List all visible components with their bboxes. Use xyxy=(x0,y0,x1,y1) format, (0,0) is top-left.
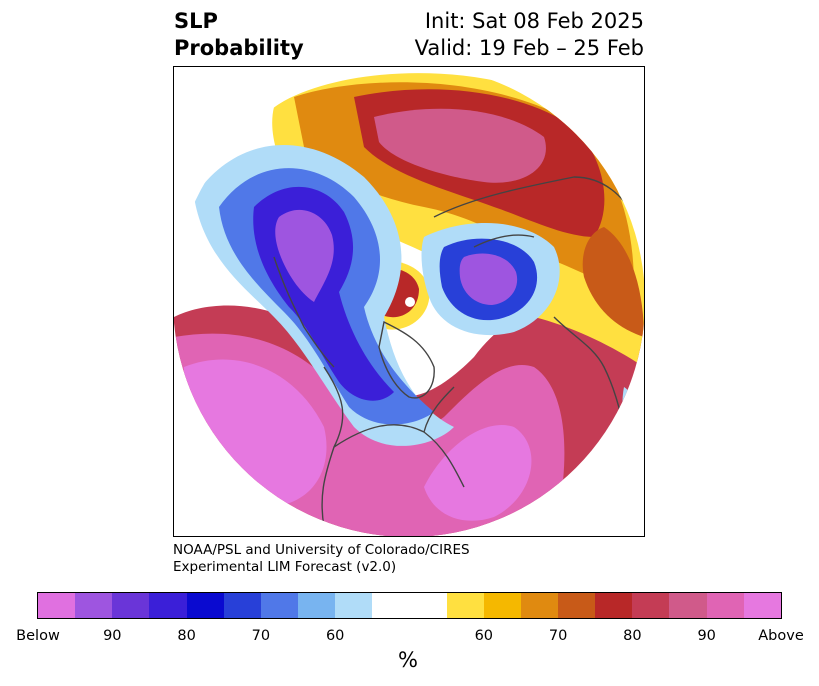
colorbar-segment xyxy=(149,593,187,618)
colorbar-tick-label: 60 xyxy=(325,628,345,644)
init-date: Init: Sat 08 Feb 2025 xyxy=(424,9,644,33)
colorbar-segment xyxy=(483,593,521,618)
colorbar-segment xyxy=(557,593,596,618)
coast-eurasia xyxy=(433,176,635,248)
colorbar xyxy=(37,592,782,619)
colorbar-tick-label: 90 xyxy=(103,628,122,644)
colorbar-segment xyxy=(520,593,558,618)
colorbar-segment xyxy=(595,593,633,618)
colorbar-segment xyxy=(446,593,484,618)
colorbar-tick-label: 70 xyxy=(548,628,568,644)
polar-map xyxy=(173,66,645,537)
credit-line2: Experimental LIM Forecast (v2.0) xyxy=(173,559,397,575)
title-quantity: Probability xyxy=(174,36,304,60)
field-atlantic-below-50 xyxy=(622,387,644,457)
colorbar-segment xyxy=(632,593,670,618)
valid-range: Valid: 19 Feb – 25 Feb xyxy=(414,36,644,60)
map-dates: Init: Sat 08 Feb 2025 Valid: 19 Feb – 25… xyxy=(415,8,644,62)
colorbar-segment xyxy=(38,593,76,618)
colorbar-segment xyxy=(223,593,261,618)
colorbar-tick-label: 80 xyxy=(623,628,642,644)
colorbar-segment xyxy=(706,593,744,618)
colorbar-segment xyxy=(372,593,410,618)
colorbar-segment xyxy=(335,593,373,618)
field-pacific-below-90 xyxy=(275,209,334,302)
colorbar-tick-label: Below xyxy=(16,628,60,644)
colorbar-segment xyxy=(260,593,298,618)
field-eurasia-above-80 xyxy=(374,108,546,183)
colorbar-tick-label: Above xyxy=(758,628,804,644)
probability-map xyxy=(174,67,644,536)
colorbar-tick-label: 60 xyxy=(474,628,494,644)
colorbar-segment xyxy=(186,593,224,618)
pole-marker xyxy=(405,297,415,307)
coast-europe xyxy=(553,316,625,428)
coast-greenland xyxy=(378,320,435,399)
colorbar-segment xyxy=(669,593,707,618)
credit-text: NOAA/PSL and University of Colorado/CIRE… xyxy=(173,542,470,576)
field-east-above-65 xyxy=(582,227,644,337)
colorbar-unit: % xyxy=(398,648,418,672)
colorbar-segment xyxy=(112,593,150,618)
map-title: SLP Probability xyxy=(174,8,304,62)
credit-line1: NOAA/PSL and University of Colorado/CIRE… xyxy=(173,542,470,558)
colorbar-segment xyxy=(743,593,781,618)
colorbar-segment xyxy=(297,593,336,618)
title-variable: SLP xyxy=(174,9,218,33)
colorbar-tick-label: 90 xyxy=(697,628,716,644)
colorbar-tick-label: 80 xyxy=(177,628,196,644)
coast-alaska xyxy=(273,256,335,368)
colorbar-tick-label: 70 xyxy=(251,628,271,644)
field-atlantic-above-far xyxy=(424,425,532,521)
map-fields xyxy=(174,67,644,536)
colorbar-segment xyxy=(409,593,447,618)
coast-north-america xyxy=(321,366,465,528)
colorbar-segment xyxy=(75,593,113,618)
coastlines xyxy=(273,176,635,528)
field-barents-below-90 xyxy=(459,253,518,305)
